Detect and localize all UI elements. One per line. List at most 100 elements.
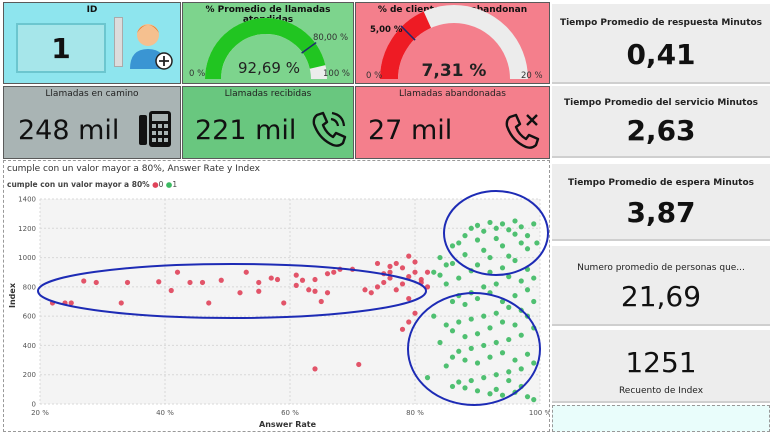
scatter-point-series-1 — [481, 375, 487, 381]
scatter-point-series-0 — [93, 279, 99, 286]
scatter-point-series-1 — [456, 275, 462, 281]
scatter-point-series-1 — [456, 319, 462, 325]
scatter-point-series-1 — [506, 274, 512, 280]
scatter-point-series-1 — [449, 243, 456, 249]
gauge-attended-card: % Promedio de llamadas atendidas 0 % 100… — [182, 2, 354, 84]
card-title: Recuento de Index — [618, 386, 704, 396]
scatter-point-series-1 — [512, 357, 518, 363]
scatter-point-series-0 — [412, 259, 418, 265]
scatter-point-series-1 — [443, 262, 449, 268]
scatter-point-series-1 — [481, 247, 487, 253]
scatter-point-series-1 — [518, 332, 524, 338]
scatter-point-series-1 — [499, 319, 506, 325]
y-tick-label: 600 — [23, 313, 36, 321]
scatter-point-series-1 — [449, 260, 456, 267]
scatter-point-series-1 — [512, 322, 518, 328]
gauge-abandon-card: % de clientes que abandonan 0 % 20 % 5,0… — [355, 2, 550, 84]
kpi-value: 27 mil — [368, 115, 453, 146]
y-tick-label: 1200 — [18, 225, 36, 233]
card-title: Tiempo Promedio de respuesta Minutos — [559, 18, 763, 28]
scatter-point-series-0 — [81, 278, 87, 284]
id-card-title: ID — [86, 5, 98, 15]
scatter-point-series-0 — [424, 269, 431, 275]
scatter-point-series-1 — [474, 388, 481, 394]
scatter-point-series-0 — [374, 260, 381, 267]
scatter-point-series-1 — [506, 336, 512, 343]
scatter-point-series-0 — [256, 279, 262, 286]
scatter-point-series-1 — [531, 275, 537, 281]
card-service-time: Tiempo Promedio del servicio Minutos 2,6… — [552, 86, 770, 158]
scatter-point-series-0 — [406, 253, 412, 259]
kpi-value: 248 mil — [18, 115, 120, 146]
card-value: 0,41 — [626, 38, 696, 71]
scatter-point-series-1 — [487, 391, 493, 397]
card-value: 1251 — [625, 346, 697, 379]
scatter-point-series-1 — [518, 240, 524, 246]
scatter-point-series-1 — [512, 218, 518, 224]
scatter-point-series-0 — [406, 274, 412, 280]
scatter-point-series-1 — [487, 269, 493, 275]
scatter-point-series-1 — [499, 350, 506, 356]
kpi-title: Llamadas abandonadas — [399, 89, 506, 99]
scatter-point-series-0 — [168, 287, 174, 294]
scatter-point-series-1 — [443, 363, 449, 369]
y-axis-label: Index — [7, 283, 17, 308]
scatter-point-series-1 — [493, 235, 499, 242]
scatter-point-series-1 — [437, 272, 443, 278]
card-index-count: 1251 Recuento de Index — [552, 330, 770, 403]
x-tick-label: 100 % — [529, 409, 549, 417]
legend-dot-0: ● — [152, 180, 159, 189]
gauge-abandon-min: 0 % — [366, 71, 383, 81]
scatter-point-series-1 — [487, 354, 493, 360]
scatter-point-series-0 — [399, 281, 406, 287]
card-avg-people: Numero promedio de personas que... 21,69 — [552, 246, 770, 326]
scatter-point-series-0 — [418, 276, 424, 283]
scatter-point-series-0 — [412, 310, 418, 316]
scatter-point-series-0 — [256, 288, 262, 294]
card-value: 3,87 — [626, 196, 696, 229]
gauge-abandon-max: 20 % — [521, 71, 543, 81]
kpi-calls-in-transit: Llamadas en camino 248 mil — [3, 86, 181, 159]
scatter-point-series-1 — [443, 322, 449, 328]
gauge-abandon-arc — [380, 5, 528, 80]
scatter-point-series-1 — [481, 342, 487, 349]
scatter-point-series-1 — [518, 366, 524, 372]
scatter-point-series-1 — [518, 224, 524, 230]
scatter-point-series-1 — [493, 386, 499, 392]
y-tick-label: 1000 — [18, 254, 36, 262]
scatter-point-series-1 — [431, 313, 437, 319]
scatter-point-series-0 — [424, 284, 431, 290]
gauge-attended-min: 0 % — [189, 69, 206, 79]
y-tick-label: 400 — [23, 342, 36, 350]
scatter-point-series-0 — [206, 300, 212, 306]
gauge-fill — [380, 11, 432, 80]
scatter-point-series-1 — [531, 360, 537, 366]
scatter-point-series-1 — [474, 237, 481, 243]
card-title: Numero promedio de personas que... — [577, 263, 745, 273]
scatter-point-series-1 — [512, 231, 518, 237]
scatter-point-series-0 — [374, 284, 381, 290]
card-wait-time: Tiempo Promedio de espera Minutos 3,87 — [552, 164, 770, 241]
scatter-point-series-0 — [268, 275, 274, 281]
scatter-point-series-1 — [462, 334, 468, 340]
id-value-box: 1 — [16, 23, 106, 73]
id-scrollbar[interactable] — [114, 17, 123, 67]
scatter-point-series-0 — [274, 276, 281, 283]
kpi-calls-abandoned: Llamadas abandonadas 27 mil — [355, 86, 550, 159]
scatter-point-series-1 — [493, 339, 499, 346]
scatter-point-series-1 — [481, 313, 487, 319]
scatter-point-series-1 — [493, 225, 499, 231]
scatter-point-series-1 — [487, 219, 493, 226]
scatter-point-series-0 — [387, 263, 393, 269]
scatter-point-series-0 — [387, 269, 393, 275]
scatter-point-series-1 — [474, 331, 481, 337]
scatter-point-series-0 — [218, 277, 224, 283]
scatter-point-series-1 — [499, 298, 506, 305]
kpi-title: Llamadas en camino — [45, 89, 139, 99]
x-tick-label: 40 % — [156, 409, 174, 417]
scatter-point-series-1 — [531, 298, 537, 305]
scatter-point-series-1 — [506, 377, 512, 384]
highlight-ellipse — [443, 190, 549, 276]
scatter-point-series-0 — [306, 287, 312, 293]
scatter-point-series-1 — [462, 252, 468, 258]
